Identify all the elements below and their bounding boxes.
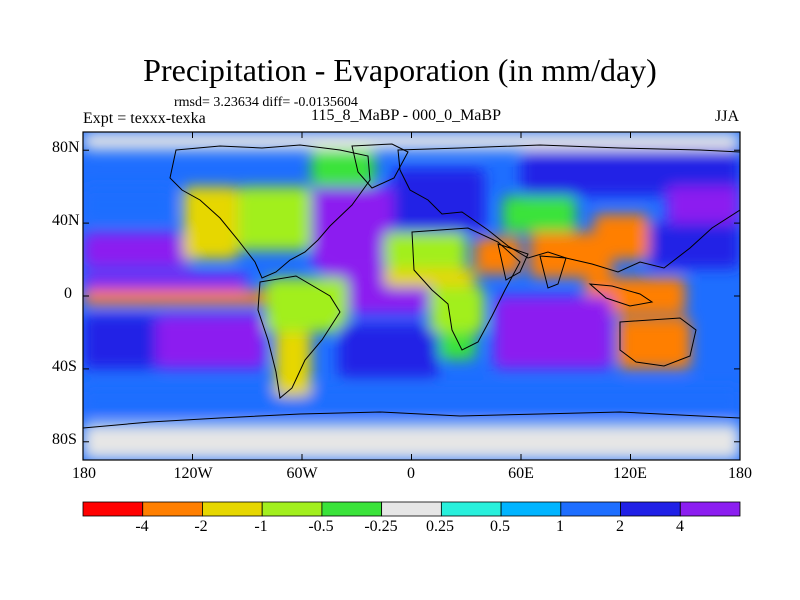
season-label: JJA [715, 108, 740, 125]
x-tick-label-180e: 180 [728, 465, 752, 482]
field-region [183, 186, 239, 260]
colorbar-label: 1 [556, 518, 564, 535]
colorbar-swatch [620, 501, 681, 517]
y-tick-label-40n: 40N [52, 212, 80, 229]
field-region [594, 214, 649, 260]
field-region [83, 314, 156, 369]
colorbar-label: 0.5 [490, 518, 510, 535]
field-region [521, 150, 740, 196]
field-region [274, 332, 312, 397]
field-region [156, 314, 266, 369]
field-region [311, 150, 375, 187]
map-title: Precipitation - Evaporation (in mm/day) [143, 52, 657, 88]
x-tick-label-60w: 60W [286, 465, 318, 482]
field-region [83, 387, 740, 415]
field-region [338, 323, 439, 378]
x-tick-label-60e: 60E [508, 465, 534, 482]
stats-line: rmsd= 3.23634 diff= -0.0135604 [174, 95, 358, 110]
field-region [83, 290, 266, 306]
map-plot-area [83, 132, 740, 460]
colorbar-swatch [500, 501, 562, 517]
field-region [311, 186, 394, 269]
field-region [393, 168, 485, 233]
x-tick-label-120e: 120E [613, 465, 647, 482]
field-region [493, 296, 613, 369]
field-region [667, 186, 740, 224]
field-region [530, 232, 613, 278]
x-tick-label-120w: 120W [173, 465, 213, 482]
y-tick-label-40s: 40S [52, 358, 77, 375]
field-region [502, 195, 576, 233]
colorbar-label: -0.5 [308, 518, 334, 535]
field-region [238, 186, 312, 251]
colorbar-label: 4 [676, 518, 684, 535]
x-tick-marks [82, 132, 741, 460]
colorbar-swatch [202, 501, 263, 517]
colorbar-swatch [82, 501, 144, 517]
colorbar-label: -0.25 [364, 518, 398, 535]
field-region [438, 332, 476, 360]
colorbar-swatch [261, 501, 323, 517]
colorbar [82, 501, 741, 517]
field-region [83, 232, 193, 269]
y-tick-marks [83, 149, 740, 443]
field-region [429, 286, 485, 333]
field-region [384, 268, 476, 287]
colorbar-label: -2 [194, 518, 208, 535]
field-region [83, 132, 740, 151]
colorbar-label: -4 [135, 518, 149, 535]
x-tick-label-180w: 180 [72, 465, 96, 482]
y-tick-label-80s: 80S [52, 431, 77, 448]
colorbar-swatch [679, 501, 741, 517]
field-region [384, 232, 467, 269]
field-region [617, 317, 691, 369]
y-tick-label-80n: 80N [52, 139, 80, 156]
field-region [83, 186, 175, 224]
colorbar-swatch [321, 501, 383, 517]
colorbar-swatch [142, 501, 203, 517]
coastlines [83, 143, 740, 429]
field-region [475, 237, 521, 275]
x-tick-label-0: 0 [407, 465, 415, 482]
experiment-label: Expt = texxx-texka [83, 110, 206, 127]
field-region [83, 423, 740, 460]
pme-field [83, 132, 740, 460]
colorbar-swatch [440, 501, 502, 517]
comparison-label: 115_8_MaBP - 000_0_MaBP [311, 107, 501, 124]
colorbar-label: -1 [254, 518, 268, 535]
colorbar-swatch [560, 501, 621, 517]
field-region [83, 274, 248, 291]
field-region [648, 223, 740, 269]
field-region [265, 277, 348, 333]
colorbar-label: 2 [616, 518, 624, 535]
colorbar-label: 0.25 [426, 518, 454, 535]
y-tick-label-0: 0 [64, 285, 72, 302]
colorbar-swatch [381, 501, 442, 517]
